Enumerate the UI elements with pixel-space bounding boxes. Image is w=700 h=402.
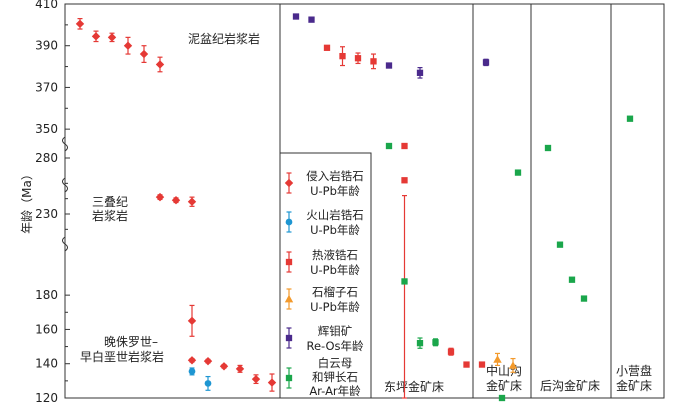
legend-label: 火山岩锆石 [306, 208, 364, 222]
data-point-square [482, 59, 490, 66]
data-point-square [416, 69, 424, 76]
period-label-triassic-2: 岩浆岩 [92, 208, 128, 223]
period-label-devonian: 泥盆纪岩浆岩 [188, 31, 260, 46]
y-tick-label: 160 [35, 322, 58, 336]
panel-label-hougou: 后沟金矿床 [540, 378, 600, 393]
legend-label: Re-Os年龄 [306, 339, 364, 353]
data-point-square [580, 295, 588, 302]
data-marks [75, 13, 634, 402]
legend-label: 热液锆石 [312, 248, 358, 262]
y-axis-break-1 [62, 136, 68, 152]
period-label-cretaceous: 早白垩世岩浆岩 [80, 349, 164, 364]
panel-label-zhongshangou-2: 金矿床 [486, 378, 522, 393]
legend-label: 石榴子石 [312, 285, 358, 299]
data-point-diamond [155, 60, 165, 69]
y-axis-label: 年龄（Ma） [20, 168, 34, 234]
data-point-square [354, 55, 362, 62]
data-point-diamond [187, 197, 197, 206]
y-axis-break-2 [62, 177, 68, 193]
data-point-square [432, 339, 439, 346]
data-point-square [308, 16, 315, 23]
legend-marker-square [285, 258, 293, 266]
data-point-diamond [251, 374, 261, 384]
data-point-triangle [493, 355, 502, 363]
legend-marker-square [285, 374, 293, 382]
data-point-square [478, 361, 486, 368]
legend-label: 白云母 [318, 356, 353, 370]
data-point-diamond [187, 316, 197, 326]
data-point-square [447, 348, 455, 355]
data-point-diamond [187, 356, 197, 365]
legend-label: Ar-Ar年龄 [309, 384, 361, 398]
y-tick-label: 230 [35, 207, 58, 221]
data-point-diamond [219, 362, 229, 371]
data-point-diamond [91, 32, 101, 41]
y-axis: 410 390 370 350 280 230 180 160 140 120 年龄（Ma） [20, 0, 70, 402]
y-axis-break-3 [62, 236, 68, 252]
y-tick-label: 140 [35, 357, 58, 371]
data-point-diamond [107, 33, 117, 42]
panel-label-xiaoyingpan: 小营盘 [616, 363, 652, 378]
legend-marker-circle [285, 218, 293, 226]
data-point-square [514, 169, 522, 176]
y-tick-label: 390 [35, 39, 58, 53]
data-point-square [385, 62, 393, 69]
legend-label: U-Pb年龄 [310, 223, 360, 237]
legend-label: U-Pb年龄 [310, 300, 360, 314]
period-label-triassic: 三叠纪 [92, 195, 128, 209]
data-point-circle [204, 380, 212, 387]
panel-label-dongping: 东坪金矿床 [384, 379, 444, 394]
data-point-diamond [155, 192, 165, 202]
legend-label: 侵入岩锆石 [306, 169, 364, 183]
data-point-square [463, 361, 470, 368]
data-point-square [544, 144, 552, 152]
data-point-diamond [203, 356, 213, 366]
y-tick-label: 180 [35, 288, 58, 302]
y-tick-label: 370 [35, 80, 58, 94]
legend-label: 辉钼矿 [318, 324, 353, 338]
legend: 侵入岩锆石U-Pb年龄火山岩锆石U-Pb年龄热液锆石U-Pb年龄石榴子石U-Pb… [279, 152, 372, 399]
data-point-square [385, 142, 393, 150]
y-tick-label: 120 [35, 391, 58, 402]
data-point-square [498, 394, 506, 402]
legend-marker-diamond [284, 178, 294, 188]
data-point-square [401, 142, 408, 150]
legend-label: U-Pb年龄 [310, 184, 360, 198]
panel-label-xiaoyingpan-2: 金矿床 [616, 378, 652, 393]
data-point-square [626, 115, 634, 122]
data-point-diamond [267, 378, 277, 387]
period-label-jurassic: 晚侏罗世– [104, 335, 158, 349]
data-point-diamond [235, 364, 245, 374]
y-tick-label: 350 [35, 122, 58, 136]
panel-label-zhongshangou: 中山沟 [486, 363, 522, 378]
data-point-diamond [75, 19, 85, 29]
data-point-square [568, 276, 576, 283]
data-point-square [401, 177, 408, 184]
legend-label: U-Pb年龄 [310, 263, 360, 277]
data-point-square [292, 13, 300, 20]
legend-marker-square [285, 334, 293, 342]
data-point-square [416, 339, 424, 347]
data-point-diamond [123, 41, 133, 50]
y-tick-label: 280 [35, 151, 58, 165]
data-point-triangle [508, 361, 518, 369]
legend-marker-triangle [284, 294, 294, 303]
data-point-circle [188, 368, 196, 375]
legend-box [279, 152, 372, 399]
data-point-diamond [171, 196, 181, 205]
data-point-square [370, 58, 377, 65]
data-point-square [401, 278, 408, 285]
data-point-square [556, 241, 564, 248]
data-point-diamond [139, 49, 149, 59]
y-tick-label: 410 [35, 0, 58, 11]
legend-label: 和钾长石 [312, 370, 358, 384]
data-point-square [339, 52, 346, 60]
data-point-square [323, 44, 331, 51]
